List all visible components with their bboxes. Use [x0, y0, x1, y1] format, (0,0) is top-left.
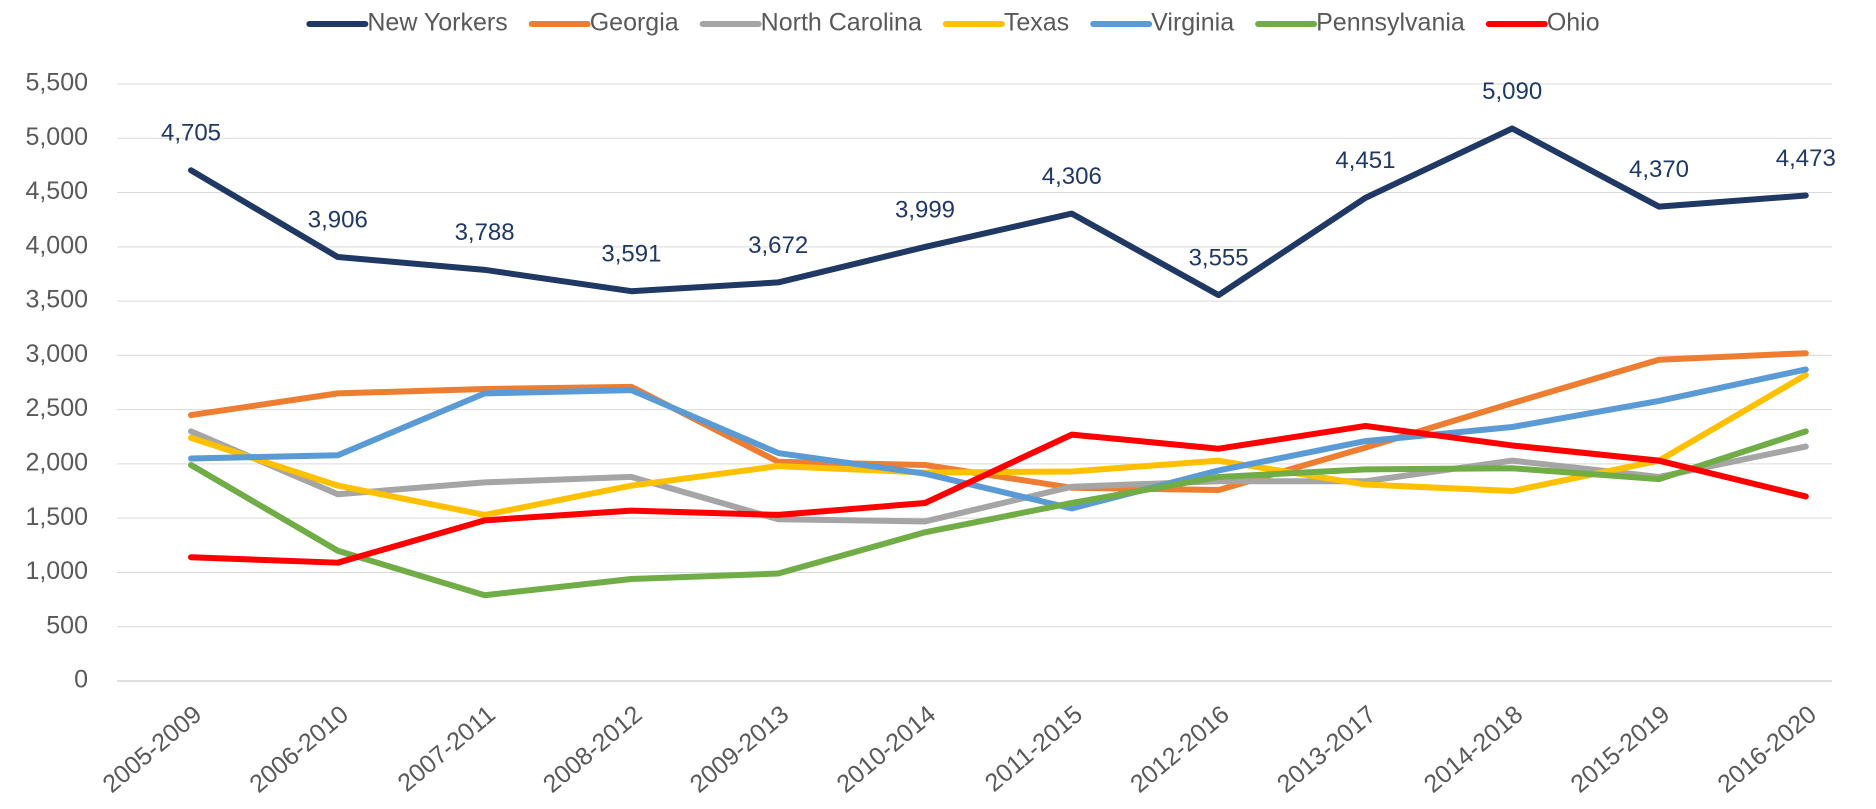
- y-tick-label: 3,000: [25, 340, 88, 368]
- legend-label: Virginia: [1151, 9, 1234, 37]
- data-label: 3,999: [895, 196, 955, 223]
- y-tick-label: 1,500: [25, 503, 88, 531]
- legend-label: Ohio: [1547, 9, 1600, 37]
- series-line: [188, 350, 1809, 493]
- data-label: 5,090: [1482, 78, 1542, 105]
- y-tick-label: 2,500: [25, 394, 88, 422]
- series-line: [188, 422, 1809, 566]
- x-tick-label: 2006-2010: [244, 700, 354, 798]
- data-label: 3,788: [455, 219, 515, 246]
- series-line: [188, 428, 1809, 525]
- legend-label: Pennsylvania: [1316, 9, 1465, 37]
- data-label: 4,370: [1629, 156, 1689, 183]
- y-tick-label: 4,500: [25, 177, 88, 205]
- x-tick-label: 2016-2020: [1712, 700, 1822, 798]
- x-tick-label: 2009-2013: [685, 700, 795, 798]
- x-tick-label: 2013-2017: [1272, 700, 1382, 798]
- data-label: 3,906: [308, 206, 368, 233]
- y-tick-label: 2,000: [25, 449, 88, 477]
- y-tick-label: 1,000: [25, 557, 88, 585]
- legend-label: Texas: [1004, 9, 1069, 37]
- y-tick-label: 5,000: [25, 123, 88, 151]
- y-tick-label: 5,500: [25, 69, 88, 97]
- data-label: 4,473: [1776, 145, 1836, 172]
- x-tick-label: 2011-2015: [980, 700, 1088, 797]
- x-tick-label: 2005-2009: [98, 700, 208, 798]
- data-label: 4,705: [161, 120, 221, 147]
- x-tick-label: 2007-2011: [393, 700, 501, 797]
- data-label: 3,555: [1189, 244, 1249, 271]
- x-tick-label: 2010-2014: [832, 700, 942, 798]
- series-line: [188, 428, 1809, 599]
- data-label: 3,591: [601, 241, 661, 268]
- y-tick-label: 500: [46, 611, 88, 639]
- data-label: 4,451: [1335, 147, 1395, 174]
- x-tick-label: 2012-2016: [1125, 700, 1235, 798]
- series-line: [188, 125, 1809, 299]
- data-label: 4,306: [1042, 163, 1102, 190]
- x-tick-label: 2008-2012: [538, 700, 648, 798]
- x-tick-label: 2015-2019: [1566, 700, 1676, 798]
- data-label: 3,672: [748, 232, 808, 259]
- y-tick-label: 4,000: [25, 231, 88, 259]
- legend-label: Georgia: [590, 9, 679, 37]
- legend: New Yorkers Georgia North Carolina Texas Vir…: [306, 9, 1600, 37]
- series-line: [188, 366, 1809, 512]
- y-tick-label: 3,500: [25, 286, 88, 314]
- y-tick-label: 0: [74, 666, 88, 694]
- legend-label: New Yorkers: [367, 9, 507, 37]
- legend-label: North Carolina: [761, 9, 922, 37]
- x-tick-label: 2014-2018: [1419, 700, 1529, 798]
